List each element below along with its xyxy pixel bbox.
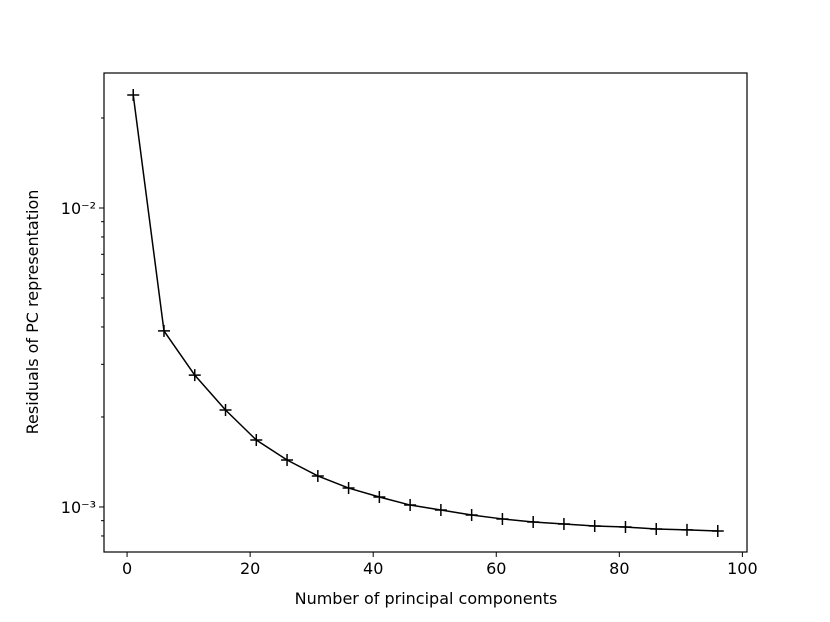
- data-marker: [281, 453, 294, 466]
- y-tick-label: 10⁻²: [61, 199, 96, 218]
- data-marker: [127, 88, 140, 101]
- plot-frame: [103, 72, 748, 553]
- data-marker: [404, 499, 417, 512]
- data-marker: [219, 404, 232, 417]
- data-marker: [650, 523, 663, 536]
- data-line: [132, 94, 718, 532]
- data-marker: [342, 482, 355, 495]
- x-tick-label: 0: [122, 559, 132, 578]
- x-axis-label: Number of principal components: [295, 589, 558, 608]
- y-tick-label: 10⁻³: [61, 498, 96, 517]
- data-marker: [188, 369, 201, 382]
- data-marker: [496, 512, 509, 525]
- data-marker: [250, 434, 263, 446]
- x-tick-label: 60: [486, 559, 506, 578]
- data-marker: [373, 490, 386, 503]
- data-marker: [557, 518, 570, 531]
- data-marker: [681, 523, 694, 536]
- data-marker: [311, 469, 324, 482]
- x-tick-label: 20: [240, 559, 260, 578]
- data-marker: [527, 515, 540, 528]
- x-tick-label: 80: [609, 559, 629, 578]
- data-marker: [711, 525, 724, 538]
- x-tick-label: 100: [727, 559, 758, 578]
- data-marker: [588, 519, 601, 532]
- data-marker: [619, 521, 632, 534]
- data-marker: [434, 503, 447, 516]
- data-marker: [465, 509, 478, 522]
- y-axis-label: Residuals of PC representation: [23, 190, 42, 435]
- x-tick-label: 40: [363, 559, 383, 578]
- data-marker: [157, 324, 170, 337]
